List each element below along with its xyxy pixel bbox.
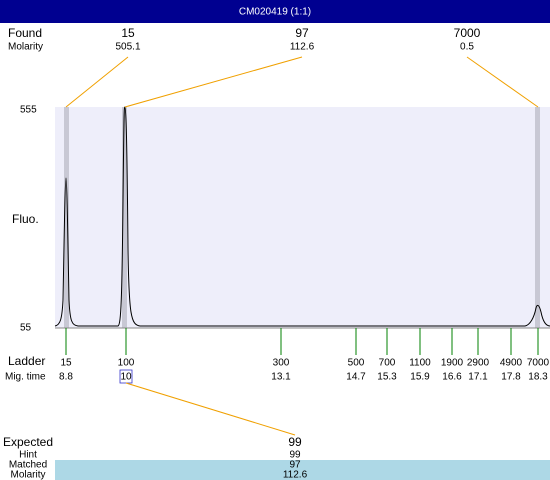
ladder-time: 18.3 bbox=[528, 372, 548, 383]
found-molarity: 0.5 bbox=[460, 42, 474, 53]
ladder-time: 16.6 bbox=[442, 372, 462, 383]
ladder-time: 17.8 bbox=[501, 372, 521, 383]
ladder-size: 2900 bbox=[467, 358, 490, 369]
ladder-size: 700 bbox=[379, 358, 396, 369]
ladder-size: 1900 bbox=[441, 358, 464, 369]
ladder-size: 4900 bbox=[500, 358, 523, 369]
peak-band bbox=[535, 107, 540, 328]
found-sublabel: Molarity bbox=[8, 42, 43, 53]
title-bar bbox=[0, 0, 550, 23]
found-label: Found bbox=[8, 26, 42, 40]
expected-label: Molarity bbox=[10, 470, 45, 480]
trace bbox=[54, 106, 550, 327]
ladder-time: 10 bbox=[120, 372, 132, 383]
y-min-label: 55 bbox=[20, 323, 32, 334]
ladder-time: 13.1 bbox=[271, 372, 291, 383]
matched-row-bg bbox=[55, 460, 550, 480]
found-link bbox=[65, 56, 129, 108]
ladder-size: 500 bbox=[348, 358, 365, 369]
y-axis-label: Fluo. bbox=[12, 212, 39, 226]
expected-value: 112.6 bbox=[283, 470, 308, 480]
ladder-time: 15.3 bbox=[377, 372, 397, 383]
expected-label: Expected bbox=[3, 435, 53, 449]
peak-band bbox=[122, 107, 127, 328]
ladder-time: 8.8 bbox=[59, 372, 73, 383]
expected-value: 97 bbox=[289, 460, 301, 471]
peak-band bbox=[64, 107, 69, 328]
found-size: 15 bbox=[121, 26, 135, 40]
found-size: 97 bbox=[295, 26, 309, 40]
ladder-size: 100 bbox=[118, 358, 135, 369]
found-link bbox=[466, 56, 539, 108]
found-molarity: 505.1 bbox=[115, 42, 140, 53]
plot-area bbox=[55, 107, 550, 328]
ladder-size: 15 bbox=[60, 358, 72, 369]
expected-value: 99 bbox=[289, 450, 301, 461]
expected-label: Hint bbox=[19, 450, 37, 461]
ladder-time: 17.1 bbox=[468, 372, 488, 383]
window-title: CM020419 (1:1) bbox=[239, 7, 311, 18]
found-molarity: 112.6 bbox=[290, 42, 315, 53]
expected-value: 99 bbox=[288, 435, 302, 449]
ladder-sublabel: Mig. time bbox=[5, 372, 46, 383]
expected-link bbox=[125, 382, 296, 436]
ladder-size: 7000 bbox=[527, 358, 550, 369]
found-size: 7000 bbox=[454, 26, 481, 40]
ladder-time: 15.9 bbox=[410, 372, 430, 383]
ladder-label: Ladder bbox=[8, 354, 45, 368]
y-max-label: 555 bbox=[20, 105, 37, 116]
ladder-size: 1100 bbox=[409, 358, 431, 369]
ladder-size: 300 bbox=[273, 358, 290, 369]
ladder-time: 14.7 bbox=[346, 372, 366, 383]
expected-label: Matched bbox=[9, 460, 47, 471]
found-link bbox=[124, 56, 303, 108]
